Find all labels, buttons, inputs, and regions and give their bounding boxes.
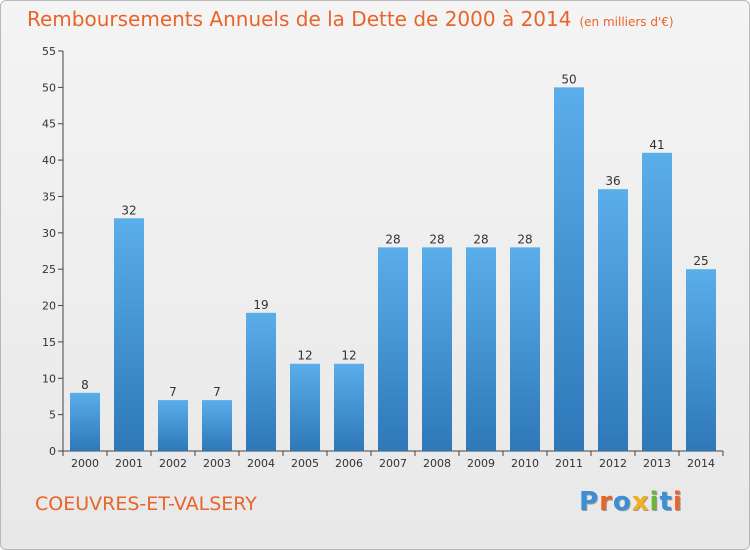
bar-value-label: 19 <box>253 298 268 312</box>
bar <box>642 152 672 451</box>
x-tick-label: 2012 <box>599 457 627 470</box>
bar-value-label: 25 <box>693 254 708 268</box>
bar-value-label: 7 <box>169 385 177 399</box>
y-tick-label: 15 <box>42 336 56 349</box>
logo-letter: P <box>579 487 600 517</box>
chart-title: Remboursements Annuels de la Dette de 20… <box>27 7 674 31</box>
logo-letter: i <box>672 487 683 517</box>
chart-title-unit: (en milliers d'€) <box>579 15 674 29</box>
logo-letter: t <box>659 487 673 517</box>
x-tick-label: 2014 <box>687 457 715 470</box>
bar-value-label: 28 <box>517 232 532 246</box>
x-tick-label: 2013 <box>643 457 671 470</box>
logo-letter: i <box>649 487 660 517</box>
x-tick-label: 2008 <box>423 457 451 470</box>
logo-letter: r <box>599 487 613 517</box>
x-tick-label: 2001 <box>115 457 143 470</box>
bar <box>246 312 276 451</box>
bar <box>334 363 364 451</box>
chart-title-main: Remboursements Annuels de la Dette de 20… <box>27 7 572 31</box>
y-tick-label: 30 <box>42 227 56 240</box>
bar-value-label: 8 <box>81 378 89 392</box>
bar <box>158 400 188 451</box>
bar-value-label: 32 <box>121 203 136 217</box>
bar <box>598 189 628 451</box>
x-tick-label: 2004 <box>247 457 275 470</box>
bar-value-label: 7 <box>213 385 221 399</box>
bar <box>202 400 232 451</box>
y-tick-label: 55 <box>42 45 56 58</box>
bar-value-label: 41 <box>649 138 664 152</box>
y-tick-label: 25 <box>42 263 56 276</box>
x-tick-label: 2003 <box>203 457 231 470</box>
logo-letter: x <box>631 487 650 517</box>
y-tick-label: 0 <box>49 445 56 458</box>
bar-value-label: 28 <box>473 232 488 246</box>
x-tick-label: 2011 <box>555 457 583 470</box>
bar <box>378 247 408 451</box>
bar-value-label: 50 <box>561 72 576 86</box>
chart-bars <box>70 87 716 451</box>
y-tick-label: 50 <box>42 81 56 94</box>
y-tick-label: 40 <box>42 154 56 167</box>
bar <box>466 247 496 451</box>
proxiti-logo: Proxiti <box>579 487 683 517</box>
x-tick-label: 2009 <box>467 457 495 470</box>
x-tick-label: 2000 <box>71 457 99 470</box>
bar-value-label: 12 <box>341 349 356 363</box>
bar-value-label: 12 <box>297 349 312 363</box>
bar <box>114 218 144 451</box>
bar-value-label: 28 <box>429 232 444 246</box>
chart-labels: 8 2000 32 2001 7 2002 7 2003 19 2004 12 2005 12 2006 2… <box>71 72 715 470</box>
bar <box>70 392 100 451</box>
bar <box>422 247 452 451</box>
bar <box>554 87 584 451</box>
y-tick-label: 35 <box>42 190 56 203</box>
commune-name: COEUVRES-ET-VALSERY <box>35 493 257 515</box>
x-tick-label: 2010 <box>511 457 539 470</box>
y-tick-label: 45 <box>42 118 56 131</box>
y-tick-label: 20 <box>42 300 56 313</box>
bar <box>290 363 320 451</box>
x-tick-label: 2007 <box>379 457 407 470</box>
bar-value-label: 36 <box>605 174 620 188</box>
bar <box>510 247 540 451</box>
bar <box>686 269 716 451</box>
x-tick-label: 2006 <box>335 457 363 470</box>
y-tick-label: 10 <box>42 372 56 385</box>
bar-value-label: 28 <box>385 232 400 246</box>
logo-letter: o <box>612 487 632 517</box>
y-tick-label: 5 <box>49 409 56 422</box>
x-tick-label: 2002 <box>159 457 187 470</box>
x-tick-label: 2005 <box>291 457 319 470</box>
